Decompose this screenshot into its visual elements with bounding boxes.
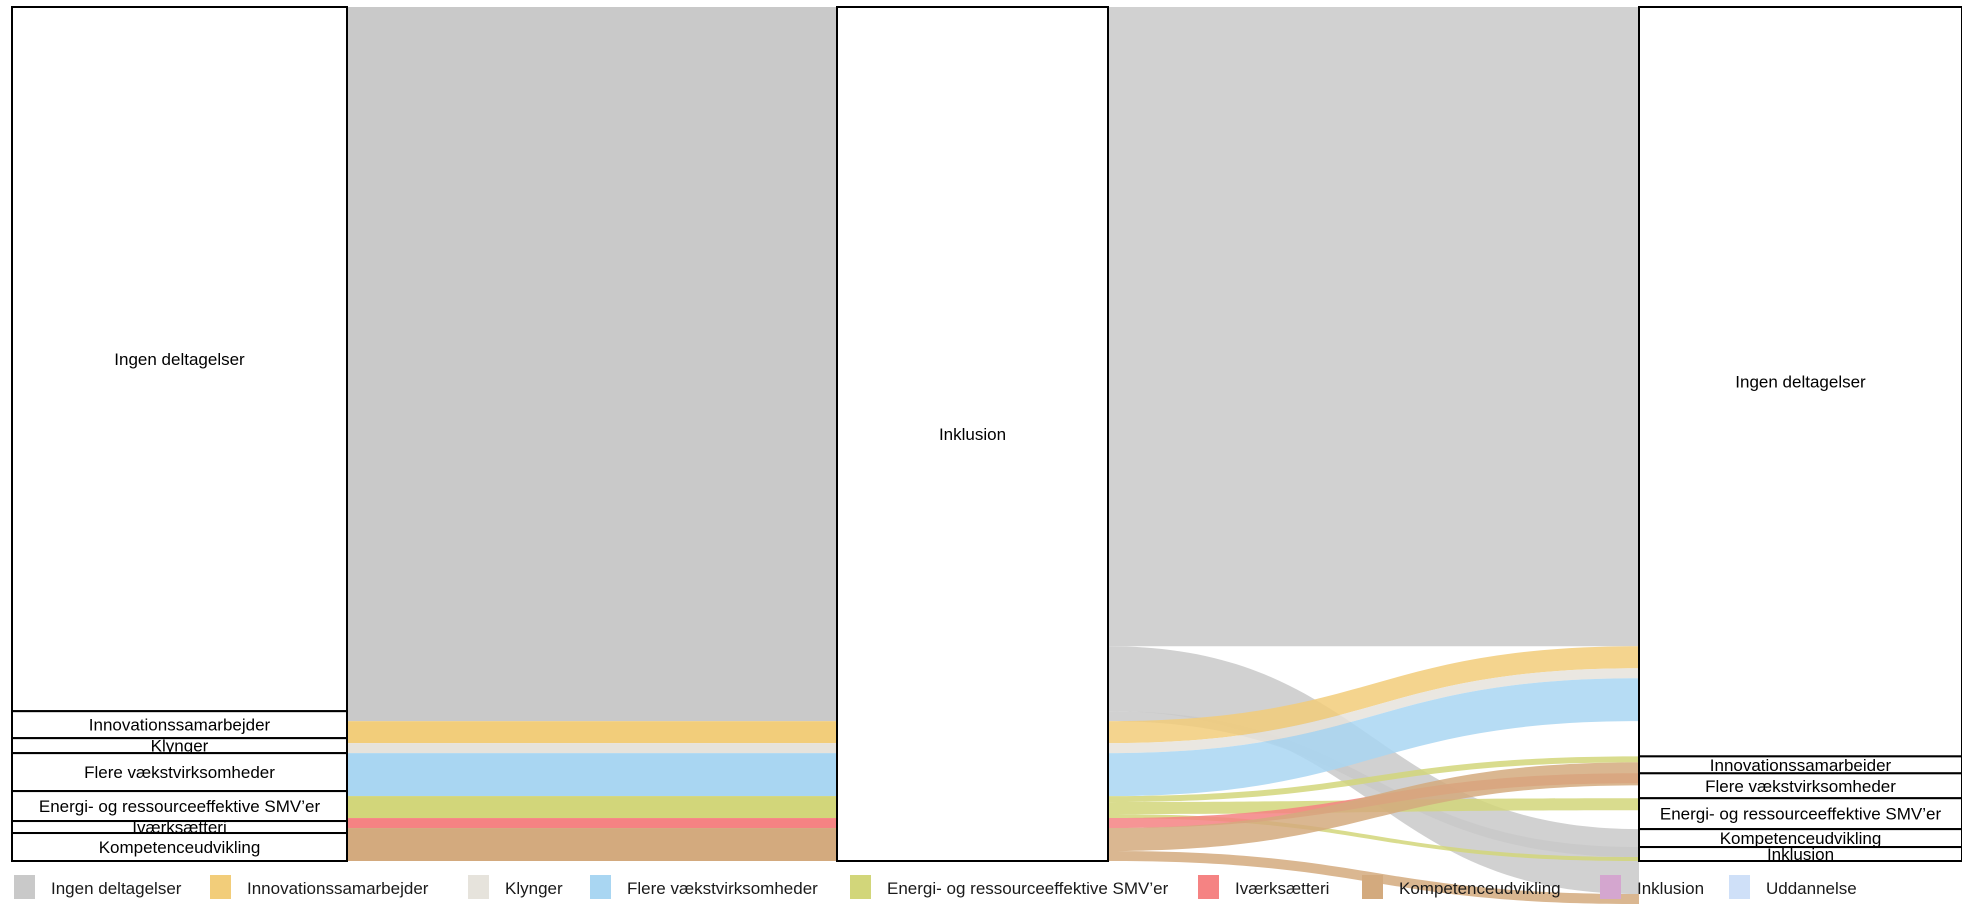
node-col3-inklusion bbox=[1638, 846, 1962, 863]
node-label: Kompetenceudvikling bbox=[1720, 829, 1882, 848]
legend-label-kompetenceudvikling: Kompetenceudvikling bbox=[1399, 879, 1561, 898]
node-col1-flere-vækstvirksomheder bbox=[11, 752, 348, 793]
legend-swatch-klynger bbox=[468, 875, 489, 899]
legend-label-ingen-deltagelser: Ingen deltagelser bbox=[51, 879, 182, 898]
legend-label-innovationssamarbejder: Innovationssamarbejder bbox=[247, 879, 429, 898]
flow-left-energi-og-ressourceeffektive-smv-er bbox=[347, 796, 837, 819]
legend-swatch-uddannelse bbox=[1729, 875, 1750, 899]
flow-right-innovationssamarbejder-to-ingen-deltagelser bbox=[1108, 646, 1639, 744]
flow-right-flere-vækstvirksomheder-to-ingen-deltagelser bbox=[1108, 678, 1639, 797]
node-col1-kompetenceudvikling bbox=[11, 832, 348, 863]
flow-right-ingen-deltagelser-to-kompetenceudvikling bbox=[1108, 646, 1639, 895]
legend-swatch-energi-og-ressourceeffektive-smv-er bbox=[850, 875, 871, 899]
legend: Ingen deltagelser Innovationssamarbejder K… bbox=[14, 875, 1857, 899]
node-label: Klynger bbox=[151, 737, 209, 756]
flow-right-ingen-deltagelser-to-ingen-deltagelser bbox=[1108, 7, 1639, 647]
node-label: Energi- og ressourceeffektive SMV’er bbox=[1660, 805, 1942, 824]
node-label: Flere vækstvirksomheder bbox=[1705, 777, 1896, 796]
legend-label-inklusion: Inklusion bbox=[1637, 879, 1704, 898]
flow-right-klynger-to-ingen-deltagelser bbox=[1108, 668, 1639, 754]
flows-right-group bbox=[1108, 7, 1639, 905]
legend-label-energi-og-ressourceeffektive-smv-er: Energi- og ressourceeffektive SMV’er bbox=[887, 879, 1169, 898]
legend-label-iværksætteri: Iværksætteri bbox=[1235, 879, 1329, 898]
legend-label-uddannelse: Uddannelse bbox=[1766, 879, 1857, 898]
legend-swatch-inklusion bbox=[1600, 875, 1621, 899]
flow-right-ingen-deltagelser-to-inklusion bbox=[1108, 711, 1639, 858]
node-label: Kompetenceudvikling bbox=[99, 838, 261, 857]
node-label: Inklusion bbox=[1767, 845, 1834, 864]
flow-left-kompetenceudvikling bbox=[347, 828, 837, 861]
nodes-group: Ingen deltagelser Innovationssamarbejder K… bbox=[11, 6, 1962, 864]
flow-right-energi-og-ressourceeffektive-smv-er-to-inklusion bbox=[1108, 814, 1639, 862]
node-label: Ingen deltagelser bbox=[1735, 373, 1866, 392]
node-col1-energi-og-ressourceeffektive-smv-er bbox=[11, 790, 348, 823]
legend-swatch-ingen-deltagelser bbox=[14, 875, 35, 899]
flows-left-group bbox=[347, 7, 837, 861]
flow-right-energi-og-ressourceeffektive-smv-er-to-innovationssamarbeider bbox=[1108, 756, 1639, 803]
flow-left-innovationssamarbejder bbox=[347, 721, 837, 744]
legend-label-flere-vækstvirksomheder: Flere vækstvirksomheder bbox=[627, 879, 818, 898]
node-label: Innovationssamarbejder bbox=[89, 716, 271, 735]
legend-label-klynger: Klynger bbox=[505, 879, 563, 898]
flow-left-ingen-deltagelser bbox=[347, 7, 837, 722]
legend-swatch-flere-vækstvirksomheder bbox=[590, 875, 611, 899]
flow-left-iværksætteri bbox=[347, 818, 837, 829]
node-label: Innovationssamarbeider bbox=[1710, 756, 1892, 775]
node-label: Energi- og ressourceeffektive SMV’er bbox=[39, 797, 321, 816]
flow-left-flere-vækstvirksomheder bbox=[347, 753, 837, 797]
legend-swatch-innovationssamarbejder bbox=[210, 875, 231, 899]
node-label: Ingen deltagelser bbox=[114, 350, 245, 369]
legend-swatch-kompetenceudvikling bbox=[1362, 875, 1383, 899]
node-label: Flere vækstvirksomheder bbox=[84, 763, 275, 782]
flow-left-klynger bbox=[347, 743, 837, 754]
node-label: Inklusion bbox=[939, 425, 1006, 444]
legend-swatch-iværksætteri bbox=[1198, 875, 1219, 899]
flow-right-kompetenceudvikling-to-innovationssamarbeider bbox=[1108, 762, 1639, 852]
node-col2-inklusion bbox=[836, 6, 1109, 862]
node-col1-ingen-deltagelser bbox=[11, 6, 348, 713]
